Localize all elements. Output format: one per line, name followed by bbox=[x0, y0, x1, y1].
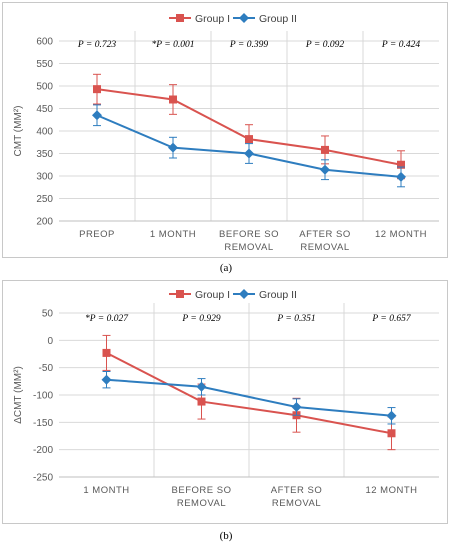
chart-panel-a: Group I Group II 200 250 300 350 400 450 500 550 6… bbox=[2, 2, 448, 258]
y-tick-label: 0 bbox=[47, 336, 53, 347]
legend-label-2: Group II bbox=[259, 289, 297, 301]
x-tick-label: AFTER SO bbox=[271, 485, 323, 496]
legend-marker-diamond bbox=[239, 13, 249, 23]
cmt-chart: Group I Group II 200 250 300 350 400 450 500 550 6… bbox=[13, 13, 439, 253]
data-point-square bbox=[397, 160, 405, 169]
x-tick-label: 1 MONTH bbox=[150, 229, 196, 240]
y-tick-label: 400 bbox=[36, 127, 53, 138]
x-tick-label: 12 MONTH bbox=[375, 229, 427, 240]
p-value-label: P = 0.723 bbox=[77, 40, 116, 50]
y-tick-label: -150 bbox=[33, 418, 53, 429]
data-point-diamond bbox=[101, 374, 112, 385]
legend-marker-diamond bbox=[239, 289, 249, 299]
data-point-square bbox=[169, 95, 177, 104]
x-tick-label: REMOVAL bbox=[300, 242, 349, 253]
y-tick-label: 50 bbox=[42, 309, 54, 320]
data-point-square bbox=[321, 145, 329, 154]
x-tick-label: PREOP bbox=[79, 229, 115, 240]
chart-panel-b: Group I Group II -250 -200 -150 -100 -50 0 50 ΔCM… bbox=[2, 280, 448, 524]
y-tick-label: 250 bbox=[36, 194, 53, 205]
x-tick-label: AFTER SO bbox=[299, 229, 351, 240]
x-tick-label: BEFORE SO bbox=[219, 229, 279, 240]
y-axis-label: CMT (MM²) bbox=[13, 106, 24, 157]
data-point-diamond bbox=[291, 402, 302, 413]
y-tick-label: -250 bbox=[33, 473, 53, 484]
y-tick-label: -50 bbox=[39, 363, 54, 374]
delta-cmt-chart: Group I Group II -250 -200 -150 -100 -50 0 50 ΔCM… bbox=[13, 289, 439, 509]
p-value-label: *P = 0.001 bbox=[152, 40, 195, 50]
data-point-square bbox=[197, 397, 206, 406]
y-tick-label: -200 bbox=[33, 445, 53, 456]
data-point-diamond bbox=[386, 410, 397, 421]
legend-label-1: Group I bbox=[195, 289, 230, 301]
data-point-square bbox=[93, 85, 101, 94]
p-value-label: P = 0.092 bbox=[305, 40, 344, 50]
p-value-label: P = 0.657 bbox=[371, 314, 411, 324]
data-point-diamond bbox=[396, 171, 406, 182]
data-point-diamond bbox=[168, 142, 178, 153]
y-tick-label: 550 bbox=[36, 59, 53, 70]
y-tick-label: 450 bbox=[36, 104, 53, 115]
y-tick-label: 200 bbox=[36, 217, 53, 228]
p-value-label: P = 0.399 bbox=[229, 40, 268, 50]
legend-label-1: Group I bbox=[195, 13, 230, 25]
legend-marker-square bbox=[176, 14, 184, 22]
x-tick-label: REMOVAL bbox=[224, 242, 273, 253]
y-tick-label: 600 bbox=[36, 37, 53, 48]
x-tick-label: 1 MONTH bbox=[83, 485, 129, 496]
data-point-square bbox=[387, 429, 396, 438]
p-value-label: P = 0.929 bbox=[181, 314, 220, 324]
data-point-diamond bbox=[320, 164, 330, 175]
data-point-square bbox=[102, 348, 111, 357]
series-line-1 bbox=[106, 352, 392, 435]
caption-a: (a) bbox=[219, 262, 233, 274]
x-tick-label: 12 MONTH bbox=[365, 485, 417, 496]
y-tick-label: -100 bbox=[33, 391, 53, 402]
y-tick-label: 500 bbox=[36, 82, 53, 93]
x-tick-label: REMOVAL bbox=[272, 498, 321, 509]
data-point-diamond bbox=[244, 148, 254, 159]
series-line-2 bbox=[106, 378, 392, 417]
p-value-label: *P = 0.027 bbox=[85, 314, 129, 324]
caption-b: (b) bbox=[219, 530, 233, 542]
data-point-square bbox=[245, 135, 253, 144]
legend-marker-square bbox=[176, 290, 184, 298]
legend-label-2: Group II bbox=[259, 13, 297, 25]
y-axis-label: ΔCMT (MM²) bbox=[13, 366, 24, 424]
x-tick-label: REMOVAL bbox=[177, 498, 226, 509]
data-point-diamond bbox=[196, 381, 207, 392]
y-tick-label: 300 bbox=[36, 172, 53, 183]
data-point-diamond bbox=[92, 110, 102, 121]
y-tick-label: 350 bbox=[36, 149, 53, 160]
p-value-label: P = 0.351 bbox=[276, 314, 315, 324]
p-value-label: P = 0.424 bbox=[381, 40, 420, 50]
x-tick-label: BEFORE SO bbox=[172, 485, 232, 496]
